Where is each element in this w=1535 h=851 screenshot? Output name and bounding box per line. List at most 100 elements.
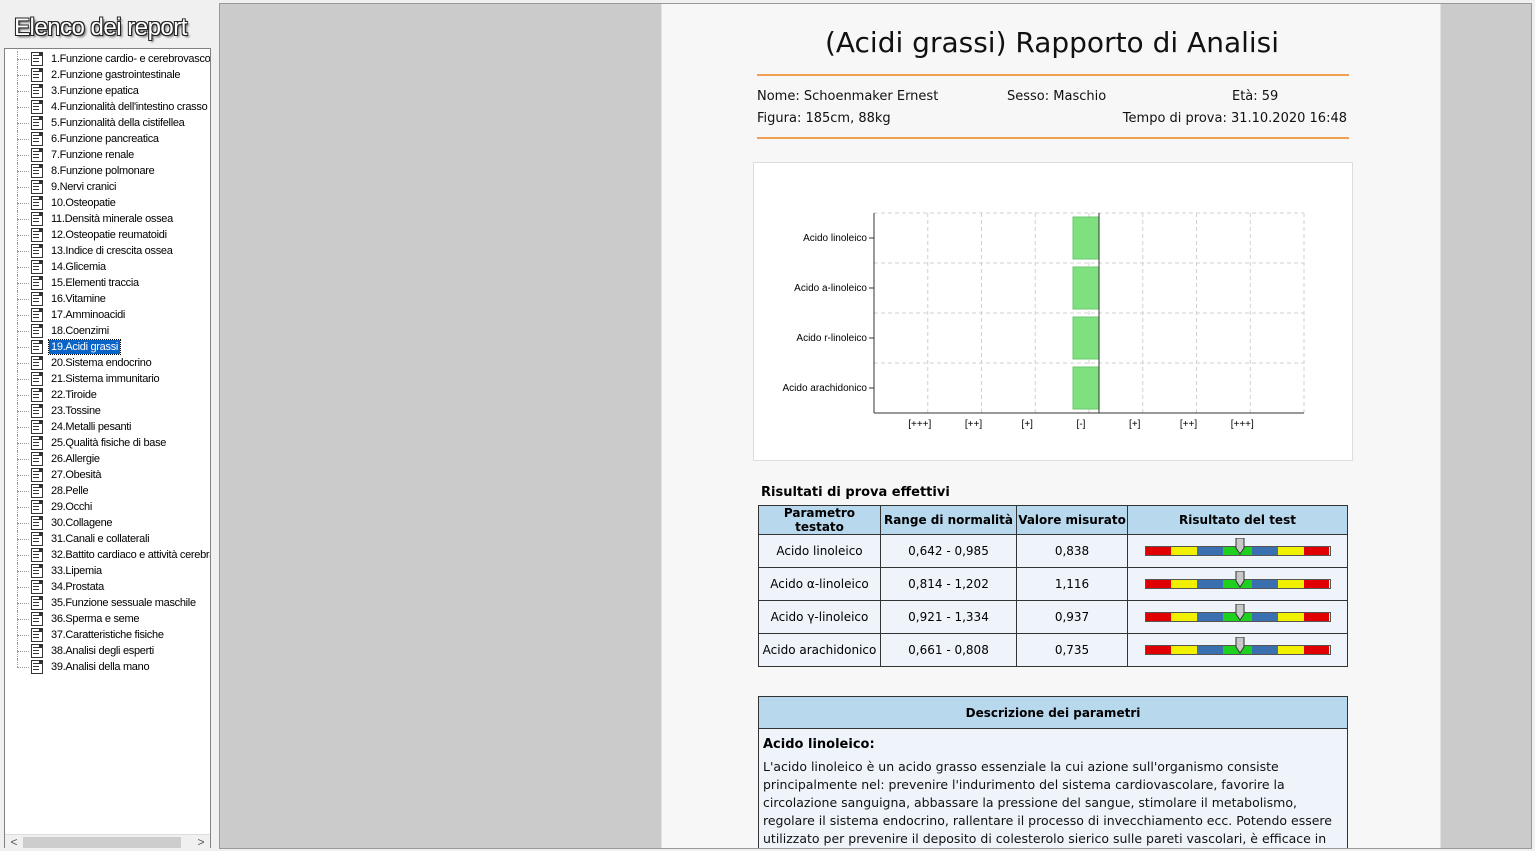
chart-x-tick-label: [++] [965,419,982,430]
chart-x-tick-label: [+] [1129,419,1141,430]
report-list-item[interactable]: 39.Analisi della mano [5,659,210,675]
report-list-item[interactable]: 27.Obesità [5,467,210,483]
tree-connector [17,507,29,508]
gauge-segment [1145,547,1172,555]
report-list-item[interactable]: 16.Vitamine [5,291,210,307]
results-table: Parametro testato Range di normalità Val… [758,505,1348,667]
value-cell: 0,838 [1016,534,1128,568]
tree-connector [17,363,29,364]
report-list-item-label: 28.Pelle [51,485,89,497]
gauge-segment [1196,613,1223,621]
document-icon [31,548,43,562]
report-list-item[interactable]: 12.Osteopatie reumatoidi [5,227,210,243]
gauge-segment [1222,580,1253,588]
gauge-segment [1196,547,1223,555]
document-icon [31,132,43,146]
report-list-item[interactable]: 21.Sistema immunitario [5,371,210,387]
param-cell: Acido arachidonico [758,633,881,667]
results-body: Acido linoleico 0,642 - 0,985 0,838 Acido α… [758,534,1348,667]
report-list-item[interactable]: 8.Funzione polmonare [5,163,210,179]
report-list-item[interactable]: 13.Indice di crescita ossea [5,243,210,259]
report-page: (Acidi grassi) Rapporto di Analisi Nome:… [661,4,1441,848]
tree-connector [17,123,29,124]
chart-x-tick-label: [+++] [908,419,931,430]
report-list-item[interactable]: 30.Collagene [5,515,210,531]
results-row: Acido γ-linoleico 0,921 - 1,334 0,937 [758,600,1348,634]
report-list-panel: Elenco dei report 1.Funzione cardio- e c… [0,0,214,851]
report-list-item-label: 11.Densità minerale ossea [51,213,173,225]
report-list-item[interactable]: 36.Sperma e seme [5,611,210,627]
report-list-item[interactable]: 25.Qualità fisiche di base [5,435,210,451]
report-list-item-label: 13.Indice di crescita ossea [51,245,173,257]
document-icon [31,84,43,98]
report-list-item[interactable]: 20.Sistema endocrino [5,355,210,371]
report-list-item[interactable]: 32.Battito cardiaco e attività cerebrale [5,547,210,563]
report-list-item[interactable]: 31.Canali e collaterali [5,531,210,547]
report-list-item[interactable]: 33.Lipemia [5,563,210,579]
scrollbar-thumb[interactable] [23,837,181,848]
report-list-item[interactable]: 2.Funzione gastrointestinale [5,67,210,83]
document-icon [31,308,43,322]
report-list-item[interactable]: 29.Occhi [5,499,210,515]
report-list-item[interactable]: 3.Funzione epatica [5,83,210,99]
tree-connector [17,411,29,412]
report-list-item[interactable]: 11.Densità minerale ossea [5,211,210,227]
chart-bar [1072,366,1100,410]
scroll-right-arrow-icon[interactable]: > [197,835,205,849]
tree-connector [17,659,18,667]
report-list-item[interactable]: 28.Pelle [5,483,210,499]
report-list-item[interactable]: 38.Analisi degli esperti [5,643,210,659]
tree-connector [17,187,29,188]
col-param: Parametro testato [758,505,881,535]
report-list-item[interactable]: 34.Prostata [5,579,210,595]
tree-connector [17,427,29,428]
report-list-item-label: 30.Collagene [51,517,113,529]
tree-connector [17,603,29,604]
report-list-item-label: 33.Lipemia [51,565,102,577]
report-list-item[interactable]: 17.Amminoacidi [5,307,210,323]
report-list-item[interactable]: 14.Glicemia [5,259,210,275]
report-list-item[interactable]: 7.Funzione renale [5,147,210,163]
report-list-item[interactable]: 6.Funzione pancreatica [5,131,210,147]
report-tree[interactable]: 1.Funzione cardio- e cerebrovascolare 2.F… [4,48,211,848]
report-list-item[interactable]: 26.Allergie [5,451,210,467]
patient-figure: Figura: 185cm, 88kg [757,111,891,126]
result-cell [1127,534,1348,568]
gauge-segment [1222,646,1253,654]
report-list-item[interactable]: 9.Nervi cranici [5,179,210,195]
scroll-left-arrow-icon[interactable]: < [10,835,18,849]
report-list-item-label: 37.Caratteristiche fisiche [51,629,164,641]
report-list-item[interactable]: 24.Metalli pesanti [5,419,210,435]
tree-connector [17,651,29,652]
report-list-item-label: 22.Tiroide [51,389,97,401]
report-list-item[interactable]: 10.Osteopatie [5,195,210,211]
report-list-item[interactable]: 18.Coenzimi [5,323,210,339]
report-list-item[interactable]: 4.Funzionalità dell'intestino crasso [5,99,210,115]
chart-x-tick-label: [+] [1022,419,1034,430]
report-list-item[interactable]: 22.Tiroide [5,387,210,403]
report-list-item[interactable]: 1.Funzione cardio- e cerebrovascolare [5,51,210,67]
result-gauge [1144,604,1331,622]
gauge-pointer-icon [1235,571,1245,588]
value-cell: 0,937 [1016,600,1128,634]
report-list-item[interactable]: 37.Caratteristiche fisiche [5,627,210,643]
chart-x-tick-label: [+++] [1231,419,1254,430]
tree-connector [17,59,29,60]
report-list-item[interactable]: 5.Funzionalità della cistifellea [5,115,210,131]
report-list-item[interactable]: 19.Acidi grassi [5,339,210,355]
result-gauge [1144,637,1331,655]
document-icon [31,340,43,354]
header-divider-bottom [757,137,1349,139]
chart-bar [1072,216,1100,260]
document-icon [31,484,43,498]
report-viewer[interactable]: (Acidi grassi) Rapporto di Analisi Nome:… [219,3,1532,849]
report-list-item[interactable]: 15.Elementi traccia [5,275,210,291]
report-list-item[interactable]: 35.Funzione sessuale maschile [5,595,210,611]
result-cell [1127,633,1348,667]
col-range: Range di normalità [880,505,1017,535]
document-icon [31,564,43,578]
tree-connector [17,91,29,92]
report-list-item[interactable]: 23.Tossine [5,403,210,419]
tree-connector [17,171,29,172]
horizontal-scrollbar[interactable]: < > [5,834,210,849]
